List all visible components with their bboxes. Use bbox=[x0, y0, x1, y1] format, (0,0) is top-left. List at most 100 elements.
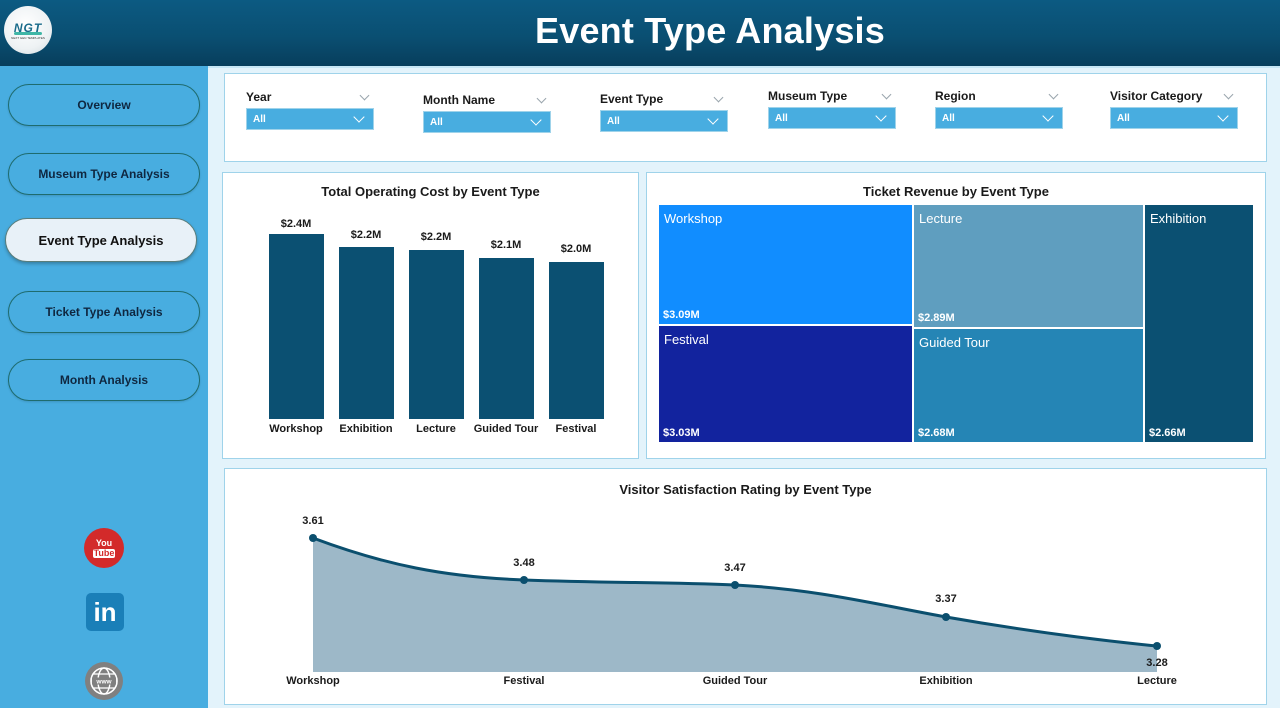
treemap-tile-festival[interactable]: Festival $3.03M bbox=[659, 326, 912, 442]
bar-category-label: Workshop bbox=[269, 423, 323, 435]
visitor-category-slicer: Visitor Category All bbox=[1110, 85, 1238, 129]
bar-value-label: $2.1M bbox=[490, 239, 522, 251]
visitor-category-label: Visitor Category bbox=[1110, 89, 1203, 103]
treemap-tile-exhibition[interactable]: Exhibition $2.66M bbox=[1145, 205, 1253, 442]
bar-workshop[interactable] bbox=[269, 234, 324, 419]
treemap-tile-workshop[interactable]: Workshop $3.09M bbox=[659, 205, 912, 324]
month-name-label: Month Name bbox=[423, 93, 495, 107]
event-type-label: Event Type bbox=[600, 92, 664, 106]
bar-category-label: Exhibition bbox=[339, 423, 393, 435]
svg-text:www: www bbox=[95, 679, 112, 686]
logo-swoosh bbox=[14, 31, 42, 35]
nav-overview-button[interactable]: Overview bbox=[8, 84, 200, 126]
chevron-down-icon bbox=[530, 113, 542, 126]
tile-value: $3.03M bbox=[663, 427, 700, 439]
month-name-value: All bbox=[430, 116, 443, 128]
operating-cost-bar-chart: Total Operating Cost by Event Type $2.4M… bbox=[222, 172, 639, 459]
region-label: Region bbox=[935, 89, 976, 103]
month-name-slicer: Month Name All bbox=[423, 89, 551, 133]
bar-festival[interactable] bbox=[549, 262, 604, 419]
chevron-down-icon[interactable] bbox=[1048, 89, 1059, 99]
globe-icon: www bbox=[90, 667, 118, 695]
nav-museum-type-analysis-button[interactable]: Museum Type Analysis bbox=[8, 153, 200, 195]
website-globe-icon[interactable]: www bbox=[85, 662, 123, 700]
nav-month-analysis-button[interactable]: Month Analysis bbox=[8, 359, 200, 401]
tile-label: Lecture bbox=[919, 211, 963, 226]
month-name-dropdown[interactable]: All bbox=[423, 111, 551, 133]
youtube-text-bottom: Tube bbox=[92, 547, 116, 558]
museum-type-label: Museum Type bbox=[768, 89, 848, 103]
point-label: 3.28 bbox=[1146, 657, 1168, 669]
nav-ticket-type-analysis-button[interactable]: Ticket Type Analysis bbox=[8, 291, 200, 333]
museum-type-dropdown[interactable]: All bbox=[768, 107, 896, 129]
chevron-down-icon[interactable] bbox=[1223, 89, 1234, 99]
tile-value: $2.89M bbox=[918, 312, 955, 324]
x-axis-label: Exhibition bbox=[919, 675, 973, 687]
bar-value-label: $2.4M bbox=[280, 218, 312, 230]
year-dropdown[interactable]: All bbox=[246, 108, 374, 130]
chevron-down-icon[interactable] bbox=[713, 92, 724, 102]
x-axis-label: Lecture bbox=[1137, 675, 1177, 687]
treemap-tile-guided-tour[interactable]: Guided Tour $2.68M bbox=[914, 329, 1143, 442]
data-point bbox=[1153, 642, 1161, 650]
youtube-icon[interactable]: You Tube bbox=[84, 528, 124, 568]
region-slicer: Region All bbox=[935, 85, 1063, 129]
museum-type-slicer: Museum Type All bbox=[768, 85, 896, 129]
chevron-down-icon[interactable] bbox=[359, 90, 370, 100]
region-value: All bbox=[942, 112, 955, 124]
linkedin-text: in bbox=[93, 596, 117, 627]
chart-title: Total Operating Cost by Event Type bbox=[321, 184, 540, 199]
area-fill bbox=[313, 538, 1157, 672]
satisfaction-area-chart: Visitor Satisfaction Rating by Event Typ… bbox=[224, 468, 1267, 705]
event-type-slicer: Event Type All bbox=[600, 88, 728, 132]
area-plot bbox=[309, 534, 1161, 672]
event-type-value: All bbox=[607, 115, 620, 127]
event-type-dropdown[interactable]: All bbox=[600, 110, 728, 132]
point-label: 3.37 bbox=[935, 593, 957, 605]
chevron-down-icon bbox=[1217, 109, 1229, 122]
year-slicer: Year All bbox=[246, 86, 374, 130]
nav-event-type-analysis-button[interactable]: Event Type Analysis bbox=[5, 218, 197, 262]
year-value: All bbox=[253, 113, 266, 125]
data-point bbox=[520, 576, 528, 584]
treemap-tile-lecture[interactable]: Lecture $2.89M bbox=[914, 205, 1143, 327]
bar-lecture[interactable] bbox=[409, 250, 464, 419]
youtube-text-top: You bbox=[95, 537, 113, 548]
visitor-category-value: All bbox=[1117, 112, 1130, 124]
point-label: 3.47 bbox=[724, 562, 746, 574]
bar-category-label: Lecture bbox=[416, 423, 456, 435]
chevron-down-icon bbox=[707, 112, 719, 125]
bar-value-label: $2.2M bbox=[350, 229, 382, 241]
bar-value-label: $2.2M bbox=[420, 231, 452, 243]
data-point bbox=[309, 534, 317, 542]
header-bar: NGT NEXT GEN TEMPLATES Event Type Analys… bbox=[0, 0, 1280, 66]
page-title: Event Type Analysis bbox=[535, 10, 885, 51]
chevron-down-icon bbox=[875, 109, 887, 122]
tile-label: Guided Tour bbox=[919, 335, 990, 350]
tile-value: $2.66M bbox=[1149, 427, 1186, 439]
bar-guided-tour[interactable] bbox=[479, 258, 534, 419]
visitor-category-dropdown[interactable]: All bbox=[1110, 107, 1238, 129]
chevron-down-icon[interactable] bbox=[536, 93, 547, 103]
linkedin-icon[interactable]: in bbox=[86, 593, 124, 631]
tile-label: Festival bbox=[664, 332, 709, 347]
point-label: 3.61 bbox=[302, 515, 324, 527]
chevron-down-icon bbox=[353, 110, 365, 123]
ngt-logo[interactable]: NGT NEXT GEN TEMPLATES bbox=[4, 6, 52, 54]
museum-type-value: All bbox=[775, 112, 788, 124]
x-axis-label: Guided Tour bbox=[702, 675, 768, 687]
region-dropdown[interactable]: All bbox=[935, 107, 1063, 129]
tile-label: Workshop bbox=[664, 211, 723, 226]
chevron-down-icon[interactable] bbox=[881, 89, 892, 99]
logo-text: NGT bbox=[13, 20, 43, 35]
chevron-down-icon bbox=[1042, 109, 1054, 122]
logo-subtext: NEXT GEN TEMPLATES bbox=[11, 35, 45, 40]
filter-panel: Year All Month Name All Event Type All M… bbox=[224, 73, 1267, 162]
x-axis-label: Workshop bbox=[286, 675, 340, 687]
ticket-revenue-treemap: Ticket Revenue by Event Type Workshop $3… bbox=[646, 172, 1266, 459]
data-point bbox=[942, 613, 950, 621]
bar-exhibition[interactable] bbox=[339, 247, 394, 419]
bar-category-label: Festival bbox=[555, 423, 597, 435]
bar-value-label: $2.0M bbox=[560, 243, 592, 255]
data-point bbox=[731, 581, 739, 589]
